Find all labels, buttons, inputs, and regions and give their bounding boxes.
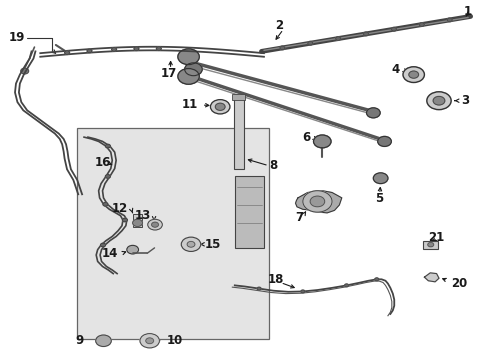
Circle shape <box>105 144 110 148</box>
Circle shape <box>313 135 330 148</box>
Circle shape <box>96 335 111 346</box>
Circle shape <box>427 243 433 247</box>
Text: 14: 14 <box>102 247 118 260</box>
Text: 15: 15 <box>204 238 221 251</box>
Circle shape <box>156 47 161 50</box>
Bar <box>234 176 264 248</box>
Polygon shape <box>295 191 341 213</box>
Bar <box>233 98 243 169</box>
Text: 21: 21 <box>427 231 444 244</box>
Circle shape <box>426 92 450 110</box>
Circle shape <box>215 103 224 111</box>
Circle shape <box>432 96 444 105</box>
Text: 18: 18 <box>267 273 284 286</box>
Circle shape <box>309 196 324 207</box>
Circle shape <box>257 287 261 290</box>
Circle shape <box>210 100 229 114</box>
Circle shape <box>140 334 159 348</box>
Text: 16: 16 <box>94 156 110 169</box>
Circle shape <box>419 23 424 26</box>
Text: 13: 13 <box>135 209 151 222</box>
Circle shape <box>151 222 158 227</box>
Circle shape <box>147 219 162 230</box>
Circle shape <box>122 218 127 222</box>
Bar <box>231 94 245 100</box>
Circle shape <box>377 136 390 147</box>
Text: 19: 19 <box>9 31 25 44</box>
Circle shape <box>111 48 116 51</box>
Circle shape <box>302 191 331 212</box>
Text: 8: 8 <box>269 159 277 172</box>
Polygon shape <box>424 273 438 282</box>
Circle shape <box>178 68 199 84</box>
Circle shape <box>280 46 285 50</box>
Text: 7: 7 <box>295 211 303 224</box>
Circle shape <box>105 175 110 178</box>
Circle shape <box>366 108 379 118</box>
Circle shape <box>187 242 195 247</box>
Circle shape <box>145 338 153 343</box>
Circle shape <box>178 49 199 64</box>
Circle shape <box>372 173 387 184</box>
Text: 6: 6 <box>301 131 309 144</box>
Circle shape <box>103 203 108 206</box>
Text: 10: 10 <box>166 334 183 347</box>
Circle shape <box>132 219 142 226</box>
Circle shape <box>374 278 378 281</box>
Circle shape <box>101 243 105 247</box>
Text: 3: 3 <box>460 94 468 107</box>
Text: 20: 20 <box>450 277 467 290</box>
Bar <box>423 241 437 249</box>
Text: 17: 17 <box>161 67 177 80</box>
Circle shape <box>344 284 348 287</box>
Text: 1: 1 <box>463 5 471 18</box>
Text: 9: 9 <box>76 334 84 347</box>
Circle shape <box>408 71 418 78</box>
Circle shape <box>87 49 92 53</box>
Bar <box>77 128 268 339</box>
Text: 12: 12 <box>111 202 127 215</box>
Circle shape <box>447 18 451 22</box>
Circle shape <box>363 32 368 36</box>
Text: 4: 4 <box>391 63 399 76</box>
Circle shape <box>335 37 340 40</box>
Circle shape <box>300 290 304 293</box>
Circle shape <box>184 63 202 76</box>
Circle shape <box>391 27 396 31</box>
Text: 2: 2 <box>275 19 283 32</box>
Text: 11: 11 <box>182 98 198 111</box>
Circle shape <box>21 68 29 74</box>
Circle shape <box>64 51 69 54</box>
Circle shape <box>307 41 312 45</box>
Circle shape <box>402 67 424 82</box>
Circle shape <box>134 47 139 50</box>
Text: 5: 5 <box>375 192 383 205</box>
Circle shape <box>181 237 201 251</box>
Bar <box>132 213 142 227</box>
Circle shape <box>126 246 138 254</box>
